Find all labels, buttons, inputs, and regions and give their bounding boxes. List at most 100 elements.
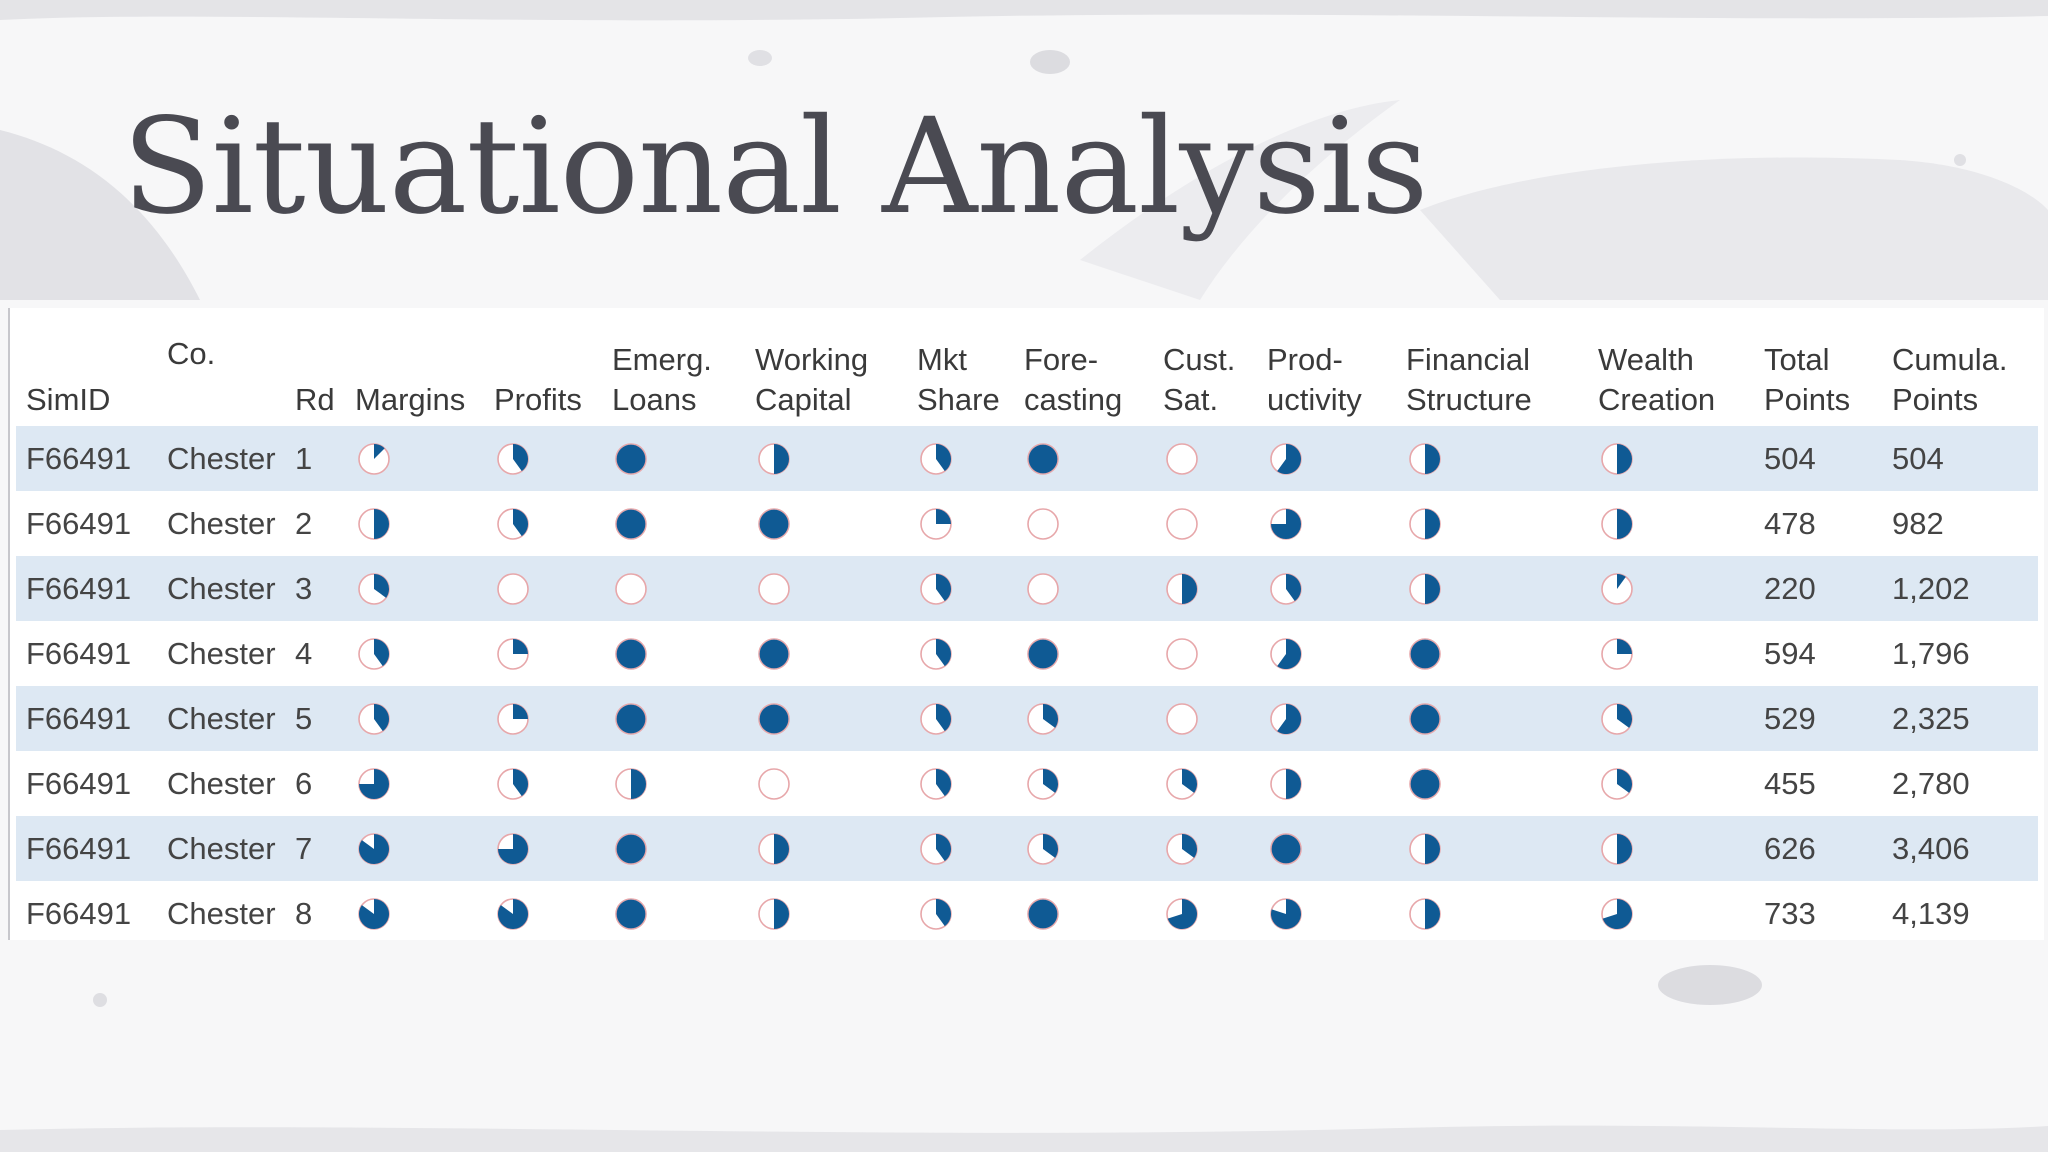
- emerg-loans-rating-pie-icon: [615, 637, 647, 670]
- margins-rating-pie-icon: [358, 507, 390, 540]
- mkt-share-rating-pie-icon: [920, 507, 952, 540]
- forecasting-rating-pie-icon: [1027, 897, 1059, 930]
- cell-simid: F66491: [26, 895, 132, 931]
- cell-total-points: 504: [1754, 426, 1882, 491]
- forecasting-rating-pie-icon: [1027, 832, 1059, 865]
- cell-wealth-creation: [1588, 426, 1754, 491]
- cell-wealth-creation: [1588, 556, 1754, 621]
- cell-wealth-creation: [1588, 621, 1754, 686]
- header-wealth-creation: Wealth Creation: [1598, 342, 1716, 417]
- cust-sat-rating-pie-icon: [1166, 507, 1198, 540]
- cust-sat-rating-pie-icon: [1166, 572, 1198, 605]
- cell-financial-structure: [1396, 816, 1588, 881]
- cell-cumulative-points: 982: [1892, 505, 1944, 541]
- emerg-loans-rating-pie-icon: [615, 507, 647, 540]
- cell-total-points: 478: [1764, 505, 1816, 541]
- cell-working-capital: [745, 426, 907, 491]
- cell-financial-structure: [1396, 686, 1588, 751]
- emerg-loans-rating-pie-icon: [615, 767, 647, 800]
- slide-title: Situational Analysis: [122, 90, 1429, 244]
- table-row: F66491 Chester 6 455 2,780: [16, 751, 2038, 816]
- cell-productivity: [1257, 426, 1396, 491]
- cell-margins: [345, 621, 484, 686]
- financial-structure-rating-pie-icon: [1409, 572, 1441, 605]
- cell-forecasting: [1014, 556, 1153, 621]
- cell-margins: [345, 751, 484, 816]
- cell-productivity: [1257, 881, 1396, 946]
- cell-mkt-share: [907, 881, 1014, 946]
- cell-margins: [345, 881, 484, 946]
- header-simid: SimID: [26, 382, 111, 417]
- margins-rating-pie-icon: [358, 637, 390, 670]
- productivity-rating-pie-icon: [1270, 897, 1302, 930]
- mkt-share-rating-pie-icon: [920, 897, 952, 930]
- cell-total-points: 626: [1754, 816, 1882, 881]
- cell-mkt-share: [907, 556, 1014, 621]
- cell-working-capital: [745, 816, 907, 881]
- table-row: F66491 Chester 8 733 4,139: [16, 881, 2038, 946]
- cell-cumulative-points: 4,139: [1892, 895, 1970, 931]
- working-capital-rating-pie-icon: [758, 702, 790, 735]
- productivity-rating-pie-icon: [1270, 832, 1302, 865]
- cell-wealth-creation: [1588, 491, 1754, 556]
- cell-emerg-loans: [602, 621, 745, 686]
- cell-forecasting: [1014, 751, 1153, 816]
- cell-cust-sat: [1153, 426, 1257, 491]
- cell-working-capital: [745, 621, 907, 686]
- cell-cust-sat: [1153, 816, 1257, 881]
- cell-forecasting: [1014, 621, 1153, 686]
- cell-financial-structure: [1396, 556, 1588, 621]
- productivity-rating-pie-icon: [1270, 702, 1302, 735]
- cell-profits: [484, 686, 602, 751]
- wealth-creation-rating-pie-icon: [1601, 702, 1633, 735]
- cell-cust-sat: [1153, 491, 1257, 556]
- cell-working-capital: [745, 686, 907, 751]
- cell-wealth-creation: [1588, 816, 1754, 881]
- cell-company: Chester: [167, 505, 276, 541]
- cell-profits: [484, 621, 602, 686]
- cell-profits: [484, 816, 602, 881]
- productivity-rating-pie-icon: [1270, 572, 1302, 605]
- cell-emerg-loans: [602, 491, 745, 556]
- cell-cumulative-points: 1,202: [1882, 556, 2038, 621]
- table-row: F66491 Chester 7 626 3,406: [16, 816, 2038, 881]
- cell-margins: [345, 491, 484, 556]
- margins-rating-pie-icon: [358, 767, 390, 800]
- financial-structure-rating-pie-icon: [1409, 832, 1441, 865]
- cell-wealth-creation: [1588, 881, 1754, 946]
- cell-company: Chester: [157, 556, 285, 621]
- cell-wealth-creation: [1588, 751, 1754, 816]
- productivity-rating-pie-icon: [1270, 767, 1302, 800]
- cell-round: 5: [285, 686, 345, 751]
- cell-simid: F66491: [16, 556, 157, 621]
- header-productivity: Prod-uctivity: [1267, 342, 1362, 417]
- cell-cust-sat: [1153, 556, 1257, 621]
- header-forecasting: Fore-casting: [1024, 342, 1123, 417]
- emerg-loans-rating-pie-icon: [615, 572, 647, 605]
- cell-productivity: [1257, 686, 1396, 751]
- cell-total-points: 455: [1764, 765, 1816, 801]
- cell-financial-structure: [1396, 881, 1588, 946]
- profits-rating-pie-icon: [497, 507, 529, 540]
- header-mkt-share: Mkt Share: [917, 342, 1000, 417]
- working-capital-rating-pie-icon: [758, 767, 790, 800]
- wealth-creation-rating-pie-icon: [1601, 442, 1633, 475]
- cell-round: 4: [295, 635, 313, 671]
- cell-round: 2: [295, 505, 313, 541]
- cell-company: Chester: [157, 816, 285, 881]
- cell-working-capital: [745, 556, 907, 621]
- profits-rating-pie-icon: [497, 637, 529, 670]
- cell-simid: F66491: [26, 505, 132, 541]
- mkt-share-rating-pie-icon: [920, 572, 952, 605]
- cell-forecasting: [1014, 426, 1153, 491]
- cust-sat-rating-pie-icon: [1166, 832, 1198, 865]
- table-body: F66491 Chester 1 504 504 F66491 Chester 2 478 982…: [16, 426, 2038, 946]
- cell-simid: F66491: [16, 426, 157, 491]
- cell-financial-structure: [1396, 426, 1588, 491]
- cell-round: 7: [285, 816, 345, 881]
- wealth-creation-rating-pie-icon: [1601, 572, 1633, 605]
- cell-simid: F66491: [26, 765, 132, 801]
- cell-cumulative-points: 3,406: [1882, 816, 2038, 881]
- working-capital-rating-pie-icon: [758, 507, 790, 540]
- cell-emerg-loans: [602, 686, 745, 751]
